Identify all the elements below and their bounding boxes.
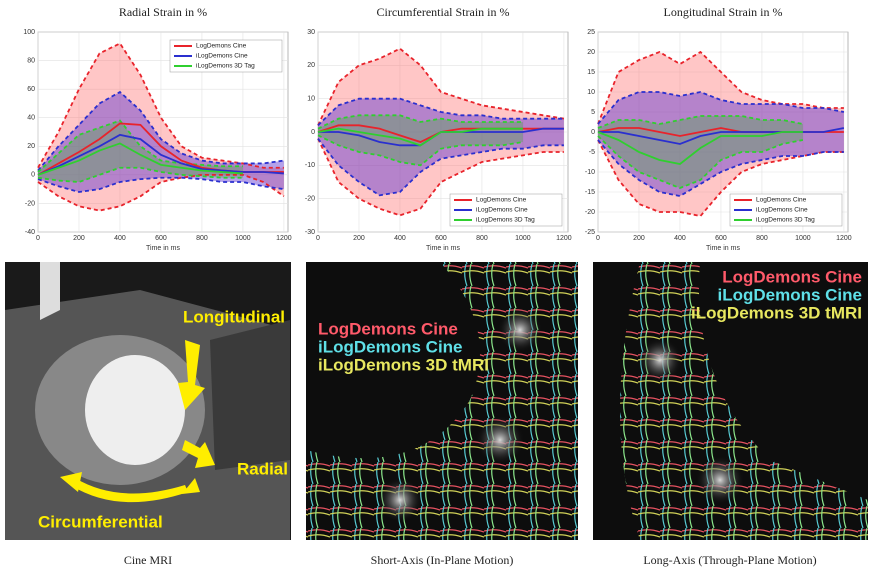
x-tick-label: 0 [596, 235, 600, 242]
y-tick-label: 20 [27, 143, 35, 150]
overlay-label: Circumferential [38, 512, 163, 531]
image-short-axis: LogDemons Cine iLogDemons Cine iLogDemon… [306, 262, 578, 540]
legend-label: iLogDemons Cine [756, 207, 808, 214]
legend-label: iLogDemons 3D Tag [756, 217, 815, 224]
legend-label: iLogDemons 3D Tag [196, 63, 255, 70]
y-tick-label: 10 [587, 89, 595, 96]
image-long-axis: LogDemons Cine iLogDemons Cine iLogDemon… [593, 262, 868, 540]
x-tick-label: 200 [633, 235, 645, 242]
legend-label: LogDemons Cine [196, 43, 247, 50]
caption: Long-Axis (Through-Plane Motion) [643, 553, 816, 567]
y-tick-label: -30 [305, 229, 315, 236]
y-tick-label: 60 [27, 86, 35, 93]
y-tick-label: -10 [305, 162, 315, 169]
y-tick-label: -20 [305, 196, 315, 203]
y-tick-label: 15 [587, 69, 595, 76]
chart-title: Longitudinal Strain in % [664, 5, 783, 19]
chart-title: Circumferential Strain in % [377, 5, 510, 19]
y-tick-label: -10 [585, 169, 595, 176]
legend-label: LogDemons Cine [756, 197, 807, 204]
x-tick-label: 1200 [276, 235, 292, 242]
y-tick-label: 100 [23, 29, 35, 36]
x-tick-label: 800 [476, 235, 488, 242]
overlay-label: Radial [237, 459, 288, 478]
caption: Short-Axis (In-Plane Motion) [371, 553, 514, 567]
x-tick-label: 1200 [836, 235, 852, 242]
x-tick-label: 400 [674, 235, 686, 242]
y-tick-label: -20 [25, 200, 35, 207]
y-tick-label: 0 [311, 129, 315, 136]
y-tick-label: 25 [587, 29, 595, 36]
y-tick-label: 80 [27, 57, 35, 64]
x-tick-label: 800 [196, 235, 208, 242]
x-tick-label: 1000 [795, 235, 811, 242]
overlay-label: LogDemons Cine [722, 267, 862, 286]
x-axis-label: Time in ms [426, 245, 460, 252]
y-tick-label: 0 [591, 129, 595, 136]
overlay-label: iLogDemons 3D tMRI [318, 355, 489, 374]
legend-label: iLogDemons Cine [196, 53, 248, 60]
x-tick-label: 1000 [235, 235, 251, 242]
legend-label: iLogDemons Cine [476, 207, 528, 214]
y-tick-label: 40 [27, 115, 35, 122]
y-tick-label: -5 [589, 149, 595, 156]
y-tick-label: 20 [307, 62, 315, 69]
figure: Longitudinal Radial Circumferential LogD… [0, 0, 870, 573]
y-tick-label: -20 [585, 209, 595, 216]
legend: LogDemons Cine iLogDemons Cine iLogDemons … [170, 40, 282, 72]
x-tick-label: 600 [715, 235, 727, 242]
y-tick-label: 5 [591, 109, 595, 116]
x-tick-label: 400 [114, 235, 126, 242]
x-tick-label: 0 [36, 235, 40, 242]
x-axis-label: Time in ms [706, 245, 740, 252]
y-tick-label: 0 [31, 172, 35, 179]
overlay-label: LogDemons Cine [318, 319, 458, 338]
y-tick-label: -25 [585, 229, 595, 236]
x-tick-label: 200 [353, 235, 365, 242]
legend-label: iLogDemons 3D Tag [476, 217, 535, 224]
overlay-label: Longitudinal [183, 307, 285, 326]
y-tick-label: 10 [307, 96, 315, 103]
overlay-label: iLogDemons 3D tMRI [691, 303, 862, 322]
x-tick-label: 400 [394, 235, 406, 242]
chart-title: Radial Strain in % [119, 5, 207, 19]
x-tick-label: 800 [756, 235, 768, 242]
overlay-label: iLogDemons Cine [318, 337, 463, 356]
y-tick-label: 20 [587, 49, 595, 56]
x-tick-label: 600 [155, 235, 167, 242]
x-tick-label: 0 [316, 235, 320, 242]
x-tick-label: 200 [73, 235, 85, 242]
image-cine: Longitudinal Radial Circumferential [5, 262, 291, 540]
legend-label: LogDemons Cine [476, 197, 527, 204]
y-tick-label: -15 [585, 189, 595, 196]
y-tick-label: -40 [25, 229, 35, 236]
legend: LogDemons Cine iLogDemons Cine iLogDemons … [450, 194, 562, 226]
x-tick-label: 1000 [515, 235, 531, 242]
x-tick-label: 1200 [556, 235, 572, 242]
x-axis-label: Time in ms [146, 245, 180, 252]
caption: Cine MRI [124, 553, 172, 567]
y-tick-label: 30 [307, 29, 315, 36]
x-tick-label: 600 [435, 235, 447, 242]
overlay-label: iLogDemons Cine [717, 285, 862, 304]
legend: LogDemons Cine iLogDemons Cine iLogDemons … [730, 194, 842, 226]
